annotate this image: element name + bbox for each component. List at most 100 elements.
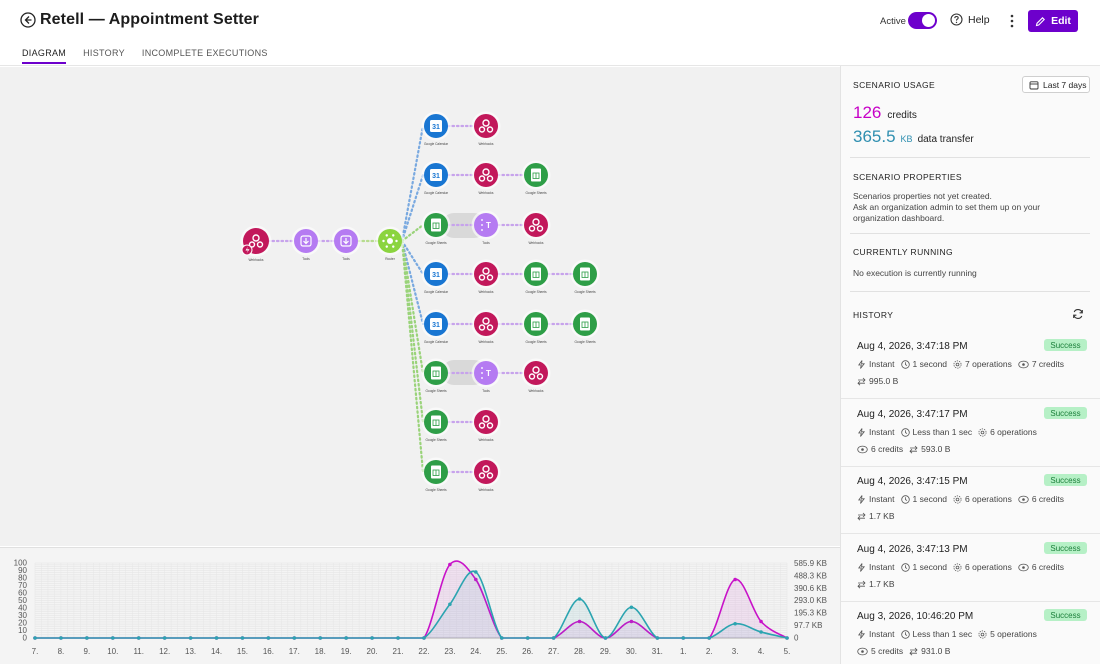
tools-module[interactable]: Tools [331,226,361,262]
google-sheets-module[interactable]: Google Sheets [570,309,600,345]
history-item[interactable]: Aug 3, 2026, 10:46:20 PM Success Instant… [841,602,1100,664]
google-sheets-module[interactable]: Google Sheets [521,259,551,295]
active-toggle[interactable] [908,12,937,29]
tools-module[interactable]: Tools [291,226,321,262]
google-sheets-module[interactable]: Google Sheets [570,259,600,295]
data-point [85,636,89,640]
google-sheets-module[interactable]: Google Sheets [421,457,451,493]
history-meta-row: Instant Less than 1 sec 5 operations [857,629,1037,639]
svg-text:31: 31 [432,124,440,131]
module-link [400,173,425,243]
webhook-module[interactable]: Webhooks [240,225,272,263]
x-tick-label: 25. [496,647,507,656]
history-date: Aug 4, 2026, 3:47:13 PM [857,544,968,555]
google-sheets-module[interactable]: Google Sheets [521,160,551,196]
y-right-tick-label: 97.7 KB [794,621,822,630]
x-tick-label: 21. [392,647,403,656]
top-header: Retell — Appointment Setter DIAGRAM HIST… [0,0,1100,66]
y-left-tick-label: 50 [18,596,27,605]
divider [850,233,1090,234]
meta-item: 1.7 KB [857,511,895,521]
calendar-icon [1029,80,1039,89]
transfer-icon [909,445,918,453]
meta-value: 1 second [912,562,948,572]
google-calendar-module[interactable]: 31 Google Calendar [421,111,451,147]
google-calendar-module[interactable]: 31 Google Calendar [421,259,451,295]
help-label: Help [968,13,990,26]
router-module[interactable]: Router [375,226,405,262]
data-point [448,602,452,607]
scenario-canvas[interactable]: 31 Google Calendar Webhooks 31 Google Calend… [0,67,840,546]
y-left-tick-label: 70 [18,581,27,590]
svg-text:Webhooks: Webhooks [478,142,493,146]
status-badge: Success [1044,542,1087,554]
date-range-button[interactable]: Last 7 days [1022,76,1090,93]
x-tick-label: 10. [107,647,118,656]
meta-item: 6 credits [1018,494,1064,504]
edit-button[interactable]: Edit [1028,10,1078,32]
webhook-module[interactable]: Webhooks [521,210,551,246]
running-section-title: CURRENTLY RUNNING [853,247,953,257]
back-arrow-icon[interactable] [19,11,37,29]
history-item[interactable]: Aug 4, 2026, 3:47:17 PM Success Instant L… [841,400,1100,467]
history-item[interactable]: Aug 4, 2026, 3:47:15 PM Success Instant 1… [841,467,1100,534]
history-meta-row: Instant 1 second 7 operations 7 credits [857,359,1064,369]
google-calendar-module[interactable]: 31 Google Calendar [421,309,451,345]
svg-text:Tools: Tools [342,257,350,261]
meta-value: 5 credits [871,646,904,656]
refresh-icon[interactable] [1072,308,1084,320]
y-left-tick-label: 90 [18,566,27,575]
google-sheets-module[interactable]: Google Sheets [421,210,451,246]
tab-incomplete-executions[interactable]: INCOMPLETE EXECUTIONS [141,48,268,58]
data-point [733,577,737,582]
google-sheets-module[interactable]: Google Sheets [421,358,451,394]
google-sheets-module[interactable]: Google Sheets [421,407,451,443]
webhook-module[interactable]: Webhooks [471,160,501,196]
status-badge: Success [1044,339,1087,351]
meta-item: Instant [857,427,895,437]
meta-value: 5 operations [990,629,1037,639]
more-options-icon[interactable] [1008,13,1016,29]
transfer-icon [909,647,918,655]
webhook-module[interactable]: Webhooks [471,309,501,345]
y-left-tick-label: 100 [14,559,28,568]
webhook-module[interactable]: Webhooks [471,457,501,493]
tab-diagram[interactable]: DIAGRAM [22,48,67,64]
svg-text:Google Sheets: Google Sheets [425,438,446,442]
google-calendar-module[interactable]: 31 Google Calendar [421,160,451,196]
scenario-diagram: 31 Google Calendar Webhooks 31 Google Calend… [240,111,600,493]
svg-text:Google Sheets: Google Sheets [425,241,446,245]
webhook-module[interactable]: Webhooks [471,259,501,295]
y-left-tick-label: 80 [18,574,27,583]
y-left-tick-label: 10 [18,626,27,635]
x-tick-label: 22. [418,647,429,656]
meta-value: Instant [869,427,895,437]
clock-icon [900,562,910,572]
data-point [655,636,660,640]
tools-module[interactable]: T Tools [471,210,501,246]
webhook-module[interactable]: Webhooks [521,358,551,394]
credits-icon [857,445,868,453]
x-tick-label: 19. [341,647,352,656]
history-item[interactable]: Aug 4, 2026, 3:47:13 PM Success Instant 1… [841,535,1100,602]
gear-icon [978,428,987,436]
status-badge: Success [1044,474,1087,486]
webhook-module[interactable]: Webhooks [471,407,501,443]
data-point [448,562,452,567]
module-link [400,124,425,243]
svg-text:Google Sheets: Google Sheets [574,290,595,294]
data-point [629,619,634,624]
google-sheets-module[interactable]: Google Sheets [521,309,551,345]
help-button[interactable]: Help [950,13,990,26]
gear-icon [953,360,962,368]
properties-line-2: Ask an organization admin to set them up… [853,202,1041,212]
transfer-icon [857,580,866,588]
tab-history[interactable]: HISTORY [83,48,125,58]
tools-module[interactable]: T Tools [471,358,501,394]
history-item[interactable]: Aug 4, 2026, 3:47:18 PM Success Instant 1… [841,332,1100,399]
webhook-module[interactable]: Webhooks [471,111,501,147]
data-point [240,636,245,640]
svg-text:Webhooks: Webhooks [478,438,493,442]
history-meta-row: 995.0 B [857,376,898,386]
data-point [370,636,374,640]
